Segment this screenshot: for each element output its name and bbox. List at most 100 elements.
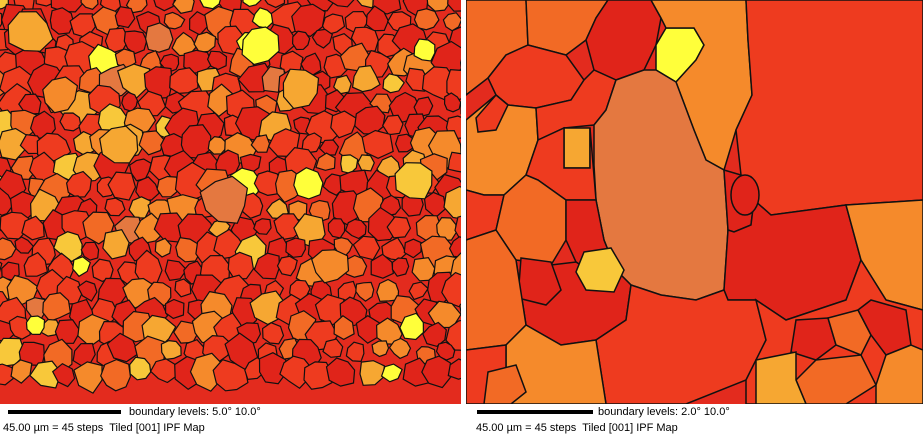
grain bbox=[381, 114, 404, 136]
grain bbox=[357, 154, 375, 172]
grain bbox=[351, 64, 381, 93]
grain bbox=[315, 152, 336, 171]
grain bbox=[0, 187, 15, 217]
grain bbox=[72, 342, 96, 367]
right-boundary-levels: boundary levels: 2.0° 10.0° bbox=[598, 406, 730, 418]
grain bbox=[189, 352, 224, 392]
grain bbox=[448, 236, 461, 258]
grain bbox=[100, 358, 132, 392]
left-grain-map bbox=[0, 0, 461, 394]
grain bbox=[442, 12, 461, 32]
grain bbox=[435, 341, 456, 361]
grain bbox=[165, 298, 185, 320]
grain bbox=[423, 191, 447, 219]
grain bbox=[394, 162, 433, 200]
grain bbox=[446, 68, 461, 101]
right-map-panel: boundary levels: 2.0° 10.0° 45.00 µm = 4… bbox=[466, 0, 923, 437]
grain bbox=[128, 196, 152, 219]
grain bbox=[314, 293, 348, 326]
grain bbox=[355, 281, 375, 302]
grain bbox=[99, 125, 139, 164]
grain bbox=[311, 249, 350, 284]
grain bbox=[199, 175, 249, 224]
grain bbox=[129, 356, 152, 381]
right-scale-line: 45.00 µm = 45 steps Tiled [001] IPF Map bbox=[476, 422, 678, 434]
grain bbox=[322, 338, 344, 358]
grain bbox=[293, 167, 324, 200]
right-map-title: Tiled [001] IPF Map bbox=[582, 422, 678, 434]
grain bbox=[359, 360, 386, 386]
grain bbox=[0, 12, 3, 28]
grain bbox=[107, 171, 137, 201]
left-map-title: Tiled [001] IPF Map bbox=[109, 422, 205, 434]
grain bbox=[327, 217, 346, 239]
grain bbox=[443, 92, 461, 113]
grain bbox=[160, 339, 182, 360]
left-scale-text: 45.00 µm = 45 steps bbox=[3, 422, 104, 434]
grain bbox=[403, 238, 423, 259]
grain bbox=[563, 127, 591, 169]
grain bbox=[408, 281, 429, 301]
grain bbox=[0, 363, 14, 386]
grain bbox=[193, 31, 217, 54]
left-map-caption: boundary levels: 5.0° 10.0° 45.00 µm = 4… bbox=[0, 405, 461, 437]
left-scale-line: 45.00 µm = 45 steps Tiled [001] IPF Map bbox=[3, 422, 205, 434]
grain bbox=[169, 67, 199, 95]
right-scale-text: 45.00 µm = 45 steps bbox=[476, 422, 577, 434]
grain bbox=[426, 0, 452, 12]
grain bbox=[175, 237, 202, 263]
grain bbox=[730, 174, 760, 216]
grain bbox=[25, 315, 46, 336]
grain bbox=[138, 130, 165, 156]
grain bbox=[441, 271, 461, 308]
grain bbox=[447, 151, 461, 173]
grain bbox=[790, 317, 837, 361]
grain bbox=[18, 93, 42, 116]
grain bbox=[337, 280, 358, 302]
grain bbox=[875, 344, 923, 404]
grain bbox=[735, 0, 923, 216]
grain bbox=[301, 132, 322, 154]
grain bbox=[454, 215, 461, 242]
grain bbox=[386, 216, 412, 239]
grain bbox=[135, 176, 160, 201]
grain bbox=[264, 0, 286, 9]
grain bbox=[174, 278, 192, 298]
grain bbox=[276, 255, 298, 277]
grain bbox=[0, 261, 3, 273]
grain bbox=[459, 303, 461, 316]
grain bbox=[340, 154, 359, 175]
grain bbox=[172, 0, 195, 14]
grain bbox=[0, 0, 9, 10]
grain bbox=[327, 0, 355, 8]
left-ipf-map-image bbox=[0, 0, 461, 404]
grain bbox=[388, 337, 412, 360]
left-boundary-levels: boundary levels: 5.0° 10.0° bbox=[129, 406, 261, 418]
grain bbox=[413, 38, 436, 62]
grain bbox=[253, 218, 272, 235]
grain bbox=[391, 257, 410, 277]
grain bbox=[91, 258, 114, 283]
grain bbox=[311, 28, 334, 49]
grain bbox=[80, 0, 99, 10]
grain bbox=[475, 93, 509, 133]
grain bbox=[35, 0, 56, 7]
grain bbox=[282, 68, 320, 110]
grain bbox=[827, 309, 872, 356]
grain bbox=[14, 236, 35, 254]
grain bbox=[241, 26, 280, 66]
left-map-panel: boundary levels: 5.0° 10.0° 45.00 µm = 4… bbox=[0, 0, 461, 437]
grain bbox=[333, 315, 355, 341]
grain bbox=[413, 8, 440, 31]
grain bbox=[370, 253, 394, 279]
grain bbox=[59, 112, 82, 132]
grain bbox=[285, 237, 307, 258]
grain bbox=[422, 321, 447, 348]
grain bbox=[163, 11, 186, 30]
grain bbox=[23, 251, 49, 277]
grain bbox=[80, 241, 100, 261]
grain bbox=[153, 0, 176, 12]
grain bbox=[144, 22, 174, 53]
left-scale-bar bbox=[8, 410, 121, 414]
grain bbox=[261, 322, 285, 345]
